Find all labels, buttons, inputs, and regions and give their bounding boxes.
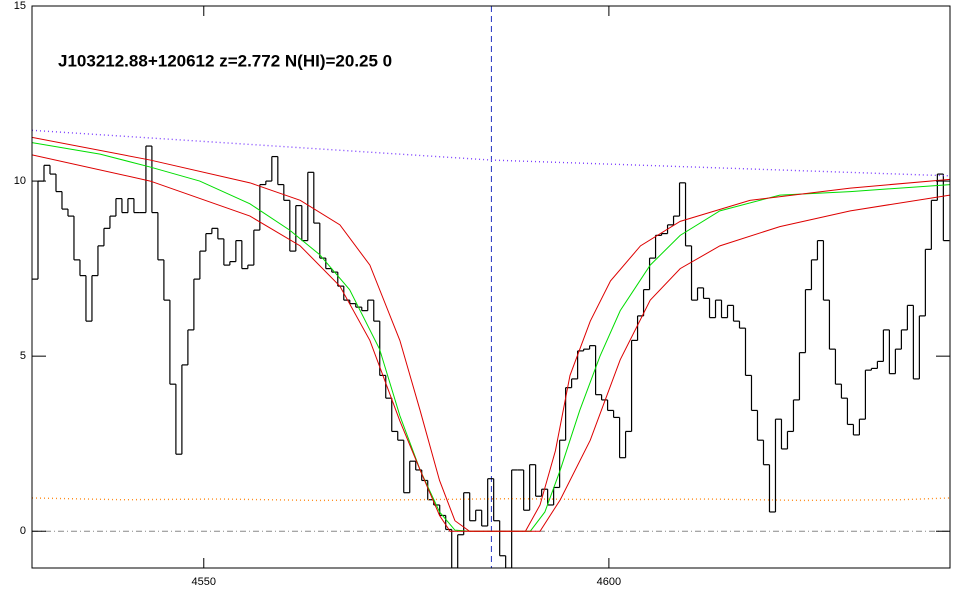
model-curve bbox=[32, 154, 950, 532]
plot-frame bbox=[31, 5, 951, 569]
x-tick-label: 4600 bbox=[597, 576, 621, 588]
model-curve bbox=[32, 142, 950, 532]
x-tick-label: 4550 bbox=[192, 576, 216, 588]
y-tick-label: 5 bbox=[20, 350, 26, 362]
dotted-curve bbox=[32, 129, 950, 177]
chart-title: J103212.88+120612 z=2.772 N(HI)=20.25 0 bbox=[58, 51, 392, 70]
y-tick-label: 15 bbox=[14, 0, 26, 12]
y-tick-label: 0 bbox=[20, 525, 26, 537]
plot-area bbox=[32, 6, 950, 568]
y-tick-label: 10 bbox=[14, 175, 26, 187]
